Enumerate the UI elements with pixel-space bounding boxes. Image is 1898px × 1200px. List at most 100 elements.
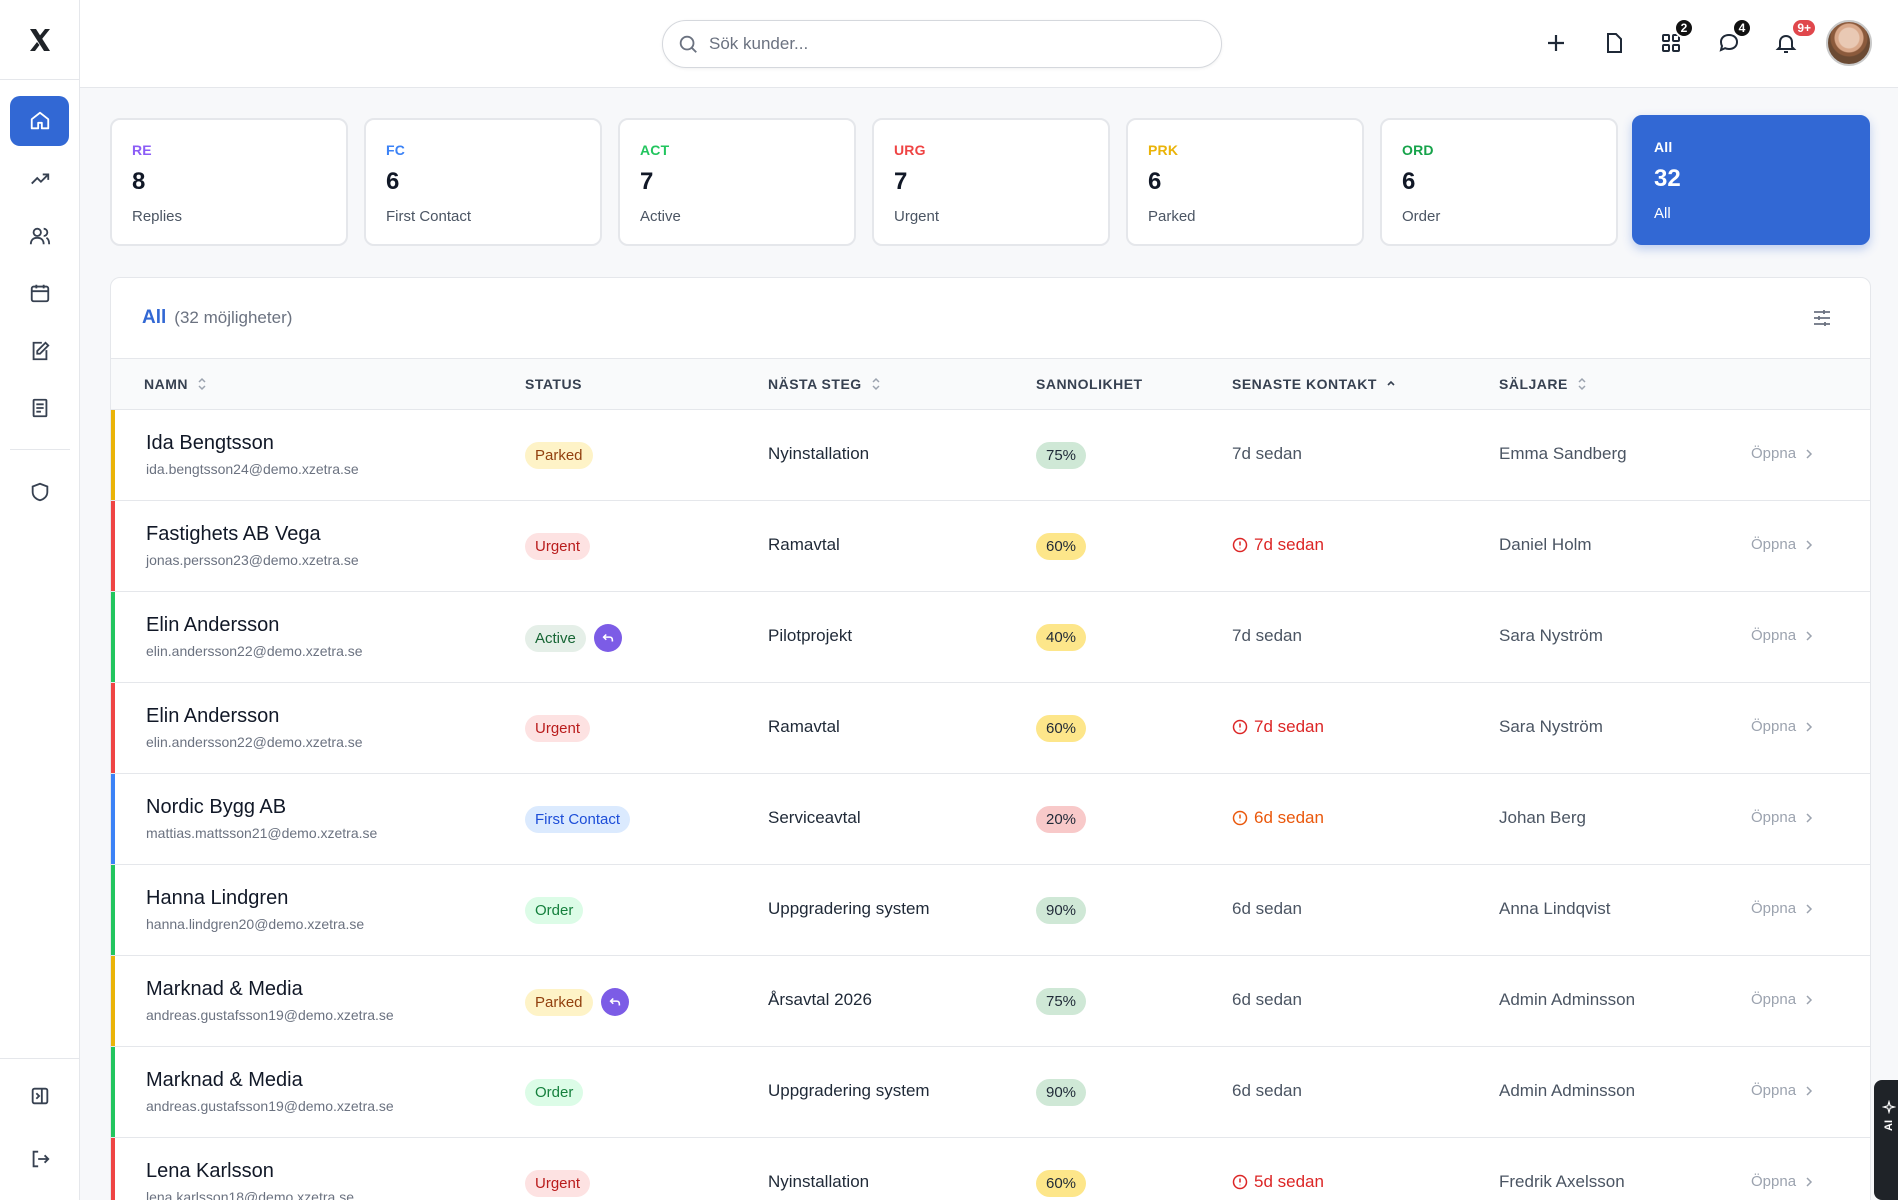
- last-contact: 6d sedan: [1232, 899, 1302, 919]
- status-color-bar: [111, 956, 115, 1046]
- status-cell: Active: [525, 624, 622, 652]
- probability-badge: 75%: [1036, 988, 1087, 1015]
- user-avatar[interactable]: [1826, 20, 1872, 66]
- nav-security[interactable]: [10, 467, 69, 517]
- column-header-name[interactable]: NAMN: [144, 376, 208, 392]
- probability-badge: 60%: [1036, 1170, 1087, 1197]
- next-step: Nyinstallation: [768, 1172, 870, 1191]
- stat-card-replies[interactable]: RE 8 Replies: [110, 118, 348, 246]
- customer-name[interactable]: Lena Karlsson: [146, 1160, 274, 1182]
- add-button[interactable]: [1539, 26, 1573, 60]
- customer-email: elin.andersson22@demo.xzetra.se: [146, 643, 363, 659]
- stat-card-first-contact[interactable]: FC 6 First Contact: [364, 118, 602, 246]
- column-header-last-contact[interactable]: SENASTE KONTAKT: [1232, 376, 1397, 392]
- customer-name[interactable]: Ida Bengtsson: [146, 432, 274, 454]
- seller-name: Sara Nyström: [1499, 717, 1603, 736]
- nav-documents[interactable]: [10, 383, 69, 433]
- seller-name: Admin Adminsson: [1499, 1081, 1636, 1100]
- nav-notes[interactable]: [10, 326, 69, 376]
- column-header-probability: SANNOLIKHET: [1036, 376, 1143, 392]
- logout-button[interactable]: [10, 1134, 69, 1184]
- filter-sliders-icon[interactable]: [1810, 306, 1834, 330]
- customer-name[interactable]: Elin Andersson: [146, 705, 280, 727]
- reply-indicator[interactable]: [600, 988, 629, 1016]
- stat-code: All: [1654, 139, 1673, 155]
- document-list-icon: [32, 398, 47, 418]
- stat-count: 6: [1148, 168, 1162, 195]
- search-box[interactable]: [662, 20, 1222, 68]
- open-button[interactable]: Öppna: [1751, 627, 1814, 644]
- table-row[interactable]: Fastighets AB Vega jonas.persson23@demo.…: [111, 501, 1870, 592]
- chat-bubble-icon: [1719, 33, 1739, 52]
- notifications-button[interactable]: 9+: [1769, 18, 1817, 60]
- search-input[interactable]: [709, 34, 1189, 54]
- stat-card-order[interactable]: ORD 6 Order: [1380, 118, 1618, 246]
- last-contact: 7d sedan: [1232, 535, 1324, 555]
- nav-customers[interactable]: [10, 211, 69, 261]
- nav-calendar[interactable]: [10, 268, 69, 318]
- customer-name[interactable]: Marknad & Media: [146, 978, 303, 1000]
- status-cell: Order: [525, 897, 584, 924]
- nav-home[interactable]: [10, 96, 69, 146]
- table-row[interactable]: Ida Bengtsson ida.bengtsson24@demo.xzetr…: [111, 410, 1870, 501]
- customer-name[interactable]: Nordic Bygg AB: [146, 796, 287, 818]
- column-header-seller[interactable]: SÄLJARE: [1499, 376, 1588, 392]
- last-contact-text: 5d sedan: [1254, 1172, 1324, 1191]
- stat-label: All: [1654, 205, 1671, 222]
- chevron-right-icon: [1806, 812, 1813, 823]
- next-step: Uppgradering system: [768, 1081, 930, 1100]
- table-row[interactable]: Lena Karlsson lena.karlsson18@demo.xzetr…: [111, 1138, 1870, 1200]
- nav-analytics[interactable]: [10, 154, 69, 204]
- sort-icon: [1578, 377, 1586, 391]
- customer-name[interactable]: Elin Andersson: [146, 614, 280, 636]
- sort-ascending-icon: [1387, 380, 1395, 386]
- open-button[interactable]: Öppna: [1751, 900, 1814, 917]
- stat-card-active[interactable]: ACT 7 Active: [618, 118, 856, 246]
- stat-code: ACT: [640, 142, 670, 158]
- collapse-sidebar-button[interactable]: [10, 1071, 69, 1121]
- open-button[interactable]: Öppna: [1751, 445, 1814, 462]
- stat-label: Active: [640, 208, 681, 225]
- open-button[interactable]: Öppna: [1751, 718, 1814, 735]
- open-button[interactable]: Öppna: [1751, 991, 1814, 1008]
- messages-button[interactable]: 4: [1712, 18, 1752, 60]
- probability-badge: 90%: [1036, 1079, 1087, 1106]
- open-button[interactable]: Öppna: [1751, 536, 1814, 553]
- table-row[interactable]: Hanna Lindgren hanna.lindgren20@demo.xze…: [111, 865, 1870, 956]
- stat-card-parked[interactable]: PRK 6 Parked: [1126, 118, 1364, 246]
- brand-logo[interactable]: [0, 0, 80, 80]
- customer-email: lena.karlsson18@demo.xzetra.se: [146, 1189, 354, 1200]
- stat-card-urgent[interactable]: URG 7 Urgent: [872, 118, 1110, 246]
- chevron-right-icon: [1806, 630, 1813, 641]
- table-row[interactable]: Nordic Bygg AB mattias.mattsson21@demo.x…: [111, 774, 1870, 865]
- probability-badge: 60%: [1036, 715, 1087, 742]
- table-row[interactable]: Marknad & Media andreas.gustafsson19@dem…: [111, 956, 1870, 1047]
- status-color-bar: [111, 592, 115, 682]
- table-row[interactable]: Elin Andersson elin.andersson22@demo.xze…: [111, 683, 1870, 774]
- trending-up-icon: [30, 173, 49, 185]
- open-label: Öppna: [1751, 900, 1797, 917]
- customer-name[interactable]: Marknad & Media: [146, 1069, 303, 1091]
- open-button[interactable]: Öppna: [1751, 809, 1814, 826]
- customer-name[interactable]: Fastighets AB Vega: [146, 523, 321, 545]
- table-row[interactable]: Marknad & Media andreas.gustafsson19@dem…: [111, 1047, 1870, 1138]
- stat-card-all[interactable]: All 32 All: [1632, 115, 1870, 245]
- open-button[interactable]: Öppna: [1751, 1082, 1814, 1099]
- chevron-right-icon: [1806, 903, 1813, 914]
- ai-assistant-tab[interactable]: AI: [1874, 1080, 1898, 1200]
- column-header-next-step[interactable]: NÄSTA STEG: [768, 376, 882, 392]
- stat-label: Order: [1402, 208, 1441, 225]
- apps-button[interactable]: 2: [1654, 18, 1694, 60]
- table-row[interactable]: Elin Andersson elin.andersson22@demo.xze…: [111, 592, 1870, 683]
- new-document-button[interactable]: [1597, 26, 1631, 60]
- open-button[interactable]: Öppna: [1751, 1173, 1814, 1190]
- customer-name[interactable]: Hanna Lindgren: [146, 887, 289, 909]
- customer-email: jonas.persson23@demo.xzetra.se: [146, 552, 359, 568]
- reply-indicator[interactable]: [593, 624, 622, 652]
- stat-count: 8: [132, 168, 146, 195]
- seller-name: Daniel Holm: [1499, 535, 1592, 554]
- reply-arrow-icon: [602, 633, 614, 642]
- top-header: 2 4 9+: [80, 0, 1898, 88]
- stat-label: Urgent: [894, 208, 940, 225]
- sort-icon: [872, 377, 880, 391]
